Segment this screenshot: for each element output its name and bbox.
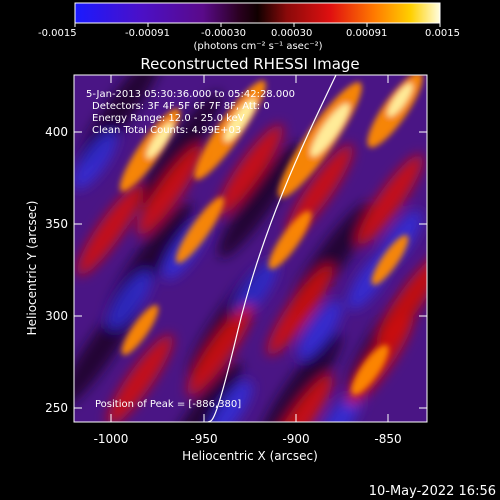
axis-ticks bbox=[74, 75, 427, 422]
annotation-time-range: 5-Jan-2013 05:30:36.000 to 05:42:28.000 bbox=[86, 89, 295, 100]
y-tick-label: 400 bbox=[45, 125, 68, 139]
y-tick-label: 300 bbox=[45, 309, 68, 323]
timestamp: 10-May-2022 16:56 bbox=[369, 484, 496, 499]
colorbar-tick-0: -0.0015 bbox=[38, 28, 77, 39]
annotation-peak: Position of Peak = [-886,380] bbox=[95, 399, 241, 410]
y-tick-label: 350 bbox=[45, 217, 68, 231]
annotation-detectors: Detectors: 3F 4F 5F 6F 7F 8F, Att: 0 bbox=[92, 101, 270, 112]
y-axis-label: Heliocentric Y (arcsec) bbox=[25, 201, 39, 336]
colorbar: -0.0015 -0.00091 -0.00030 0.00030 0.0009… bbox=[38, 2, 460, 52]
x-tick-label: -850 bbox=[374, 432, 401, 446]
x-tick-label: -950 bbox=[190, 432, 217, 446]
colorbar-tick-1: -0.00091 bbox=[125, 28, 170, 39]
solar-limb bbox=[207, 75, 337, 422]
colorbar-gradient bbox=[74, 2, 441, 24]
rhessi-image bbox=[74, 75, 427, 422]
annotation-energy: Energy Range: 12.0 - 25.0 keV bbox=[92, 113, 245, 124]
colorbar-tick-4: 0.00091 bbox=[346, 28, 387, 39]
plot-frame bbox=[73, 74, 428, 423]
annotation-method: Clean Total Counts: 4.99E+03 bbox=[92, 125, 241, 136]
x-tick-label: -1000 bbox=[94, 432, 129, 446]
plot-title: Reconstructed RHESSI Image bbox=[140, 55, 359, 73]
x-axis-label: Heliocentric X (arcsec) bbox=[182, 449, 318, 463]
colorbar-unit-label: (photons cm⁻² s⁻¹ asec⁻²) bbox=[193, 41, 322, 52]
colorbar-tick-3: 0.00030 bbox=[271, 28, 312, 39]
colorbar-tick-5: 0.0015 bbox=[425, 28, 460, 39]
x-tick-label: -900 bbox=[282, 432, 309, 446]
colorbar-tick-2: -0.00030 bbox=[201, 28, 246, 39]
y-tick-label: 250 bbox=[45, 401, 68, 415]
